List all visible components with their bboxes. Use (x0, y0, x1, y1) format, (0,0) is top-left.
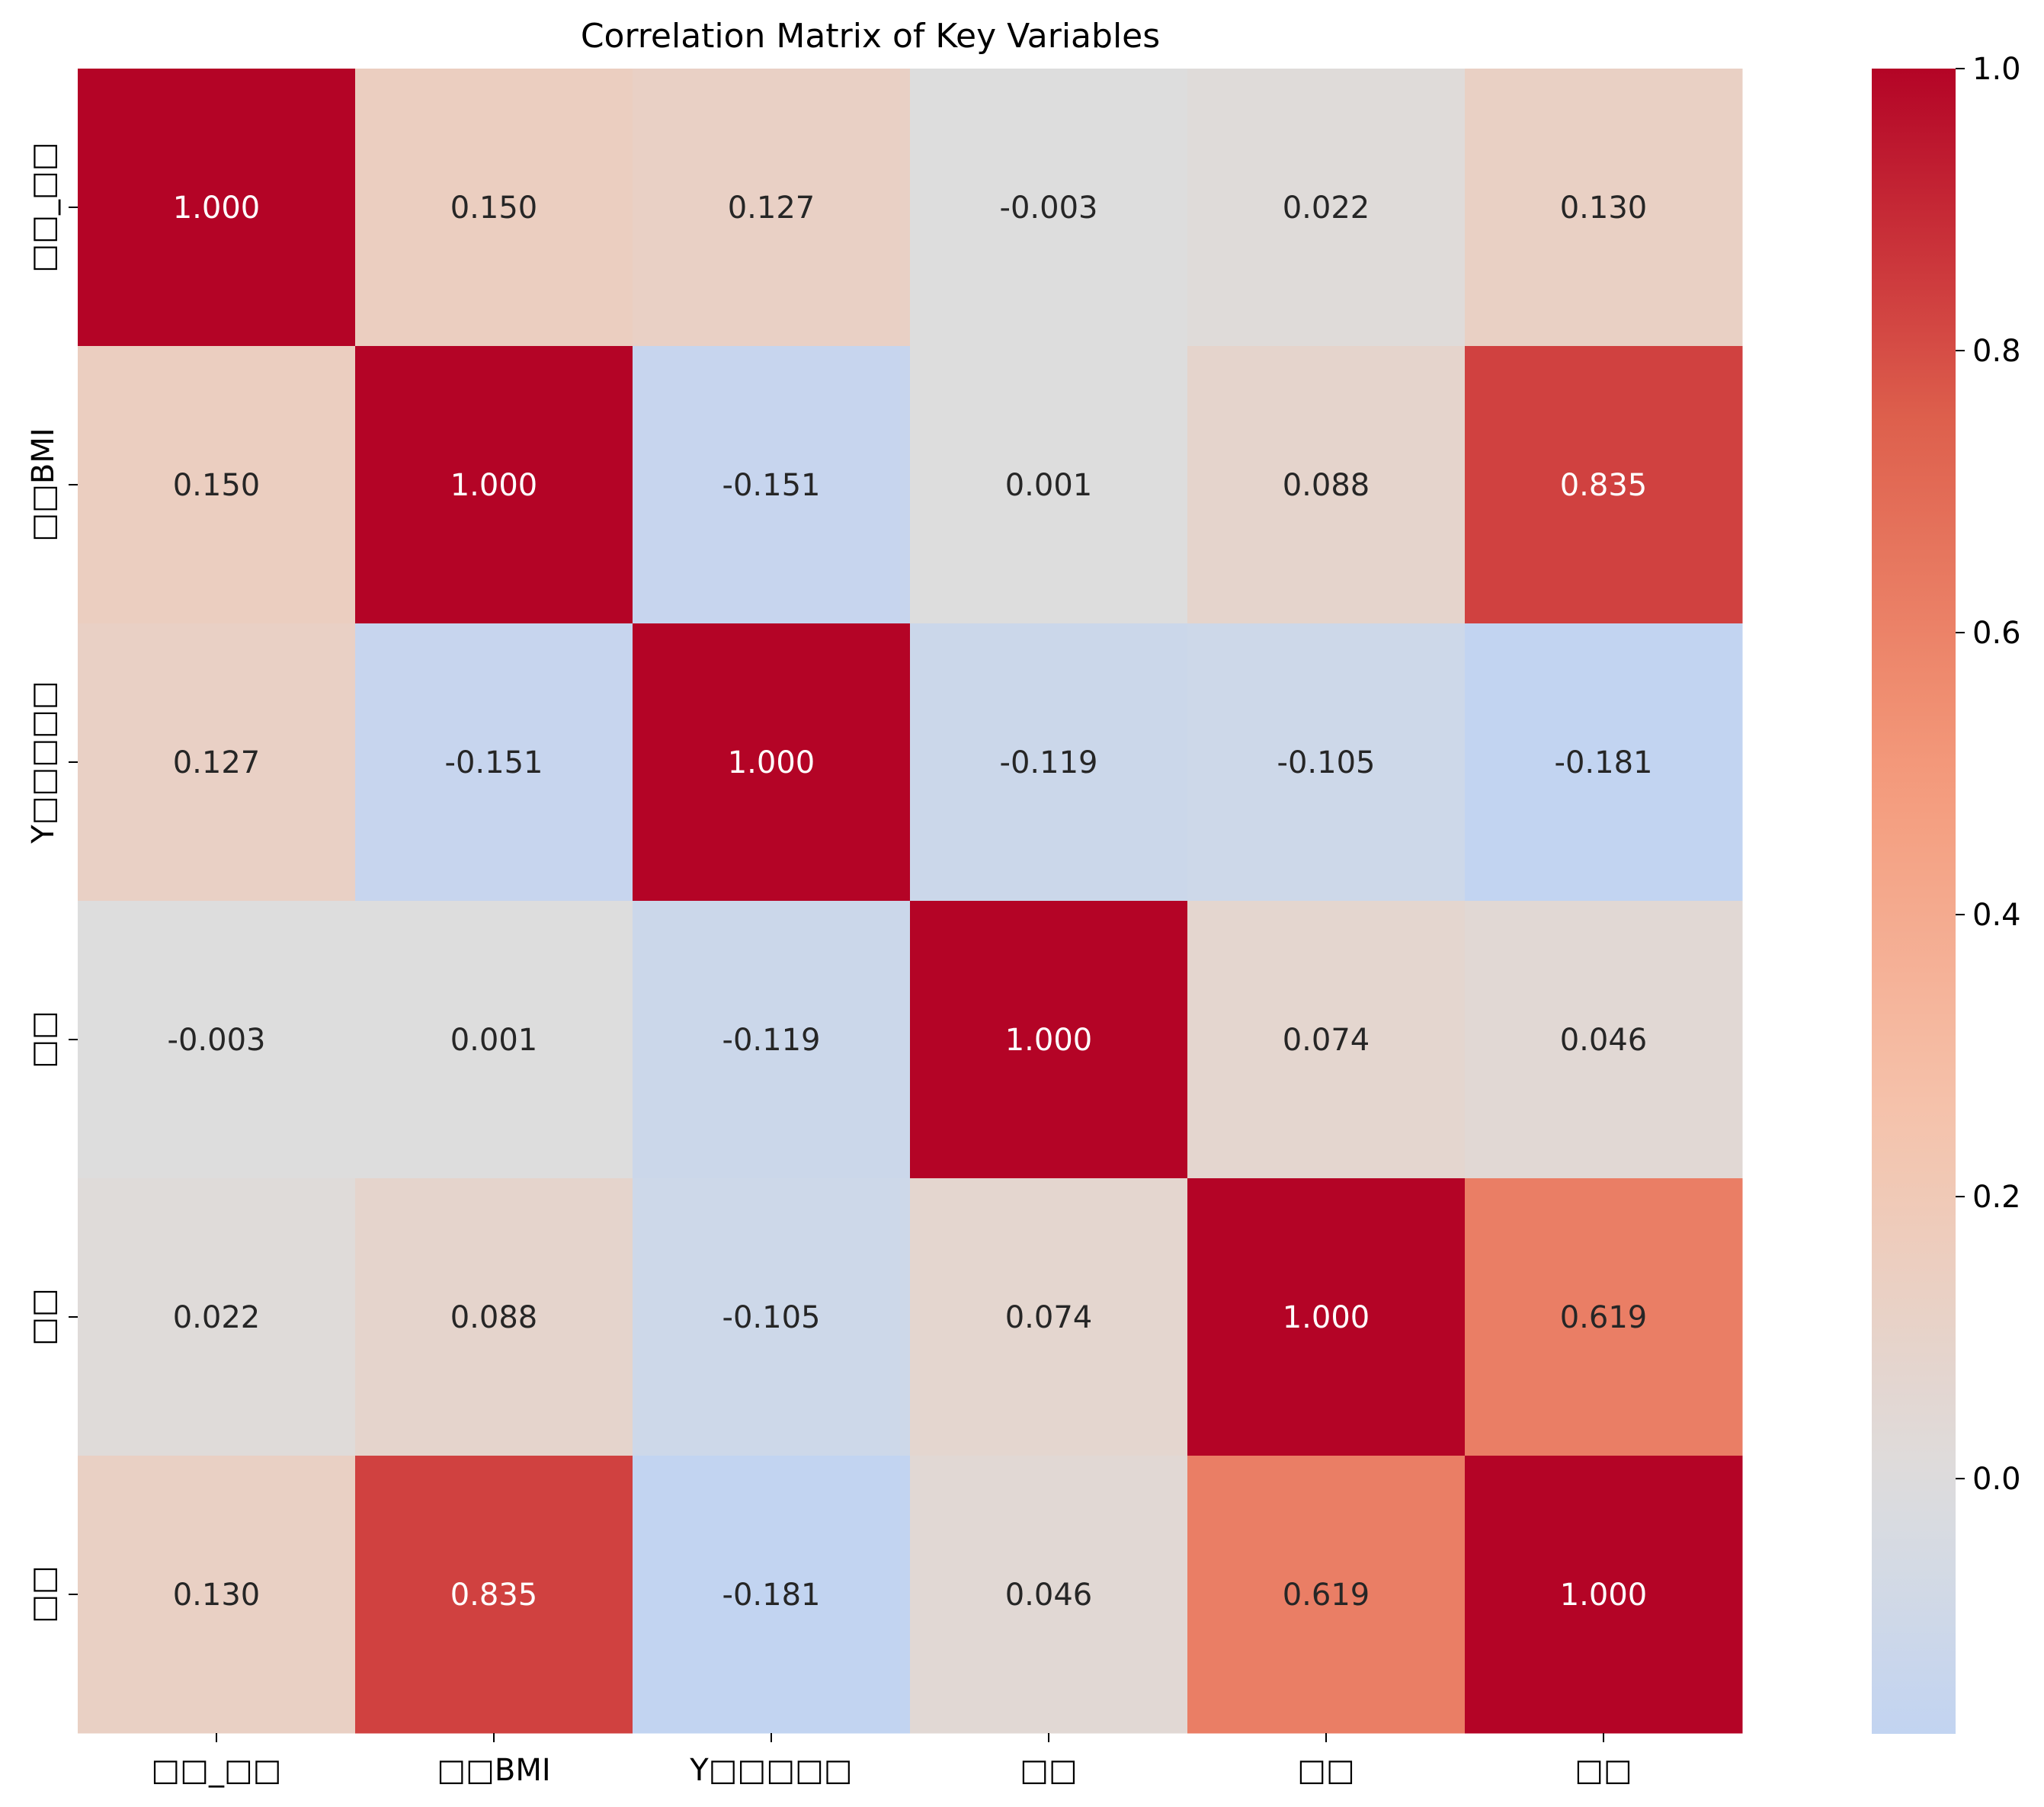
y-tick-label-4: □□ (26, 1288, 61, 1346)
cell-value-label-r3-c3: 1.000 (1005, 1023, 1093, 1058)
cell-value-label-r0-c2: 0.127 (728, 191, 815, 226)
heatmap-cell-r1-c0 (78, 346, 356, 624)
heatmap-cell-r2-c1 (355, 623, 633, 902)
heatmap-cell-r1-c1 (355, 346, 633, 624)
colorbar: 0.0 0.2 0.4 0.6 0.8 1.0 (1872, 52, 2021, 1734)
heatmap-cell-r5-c1 (355, 1456, 633, 1734)
cell-value-label-r2-c0: 0.127 (173, 745, 261, 780)
heatmap-cell-r0-c5 (1465, 69, 1743, 347)
heatmap-cell-r5-c4 (1187, 1456, 1466, 1734)
heatmap-cell-r2-c4 (1187, 623, 1466, 902)
cell-value-label-r4-c5: 0.619 (1560, 1300, 1648, 1335)
colorbar-tick-label-2: 0.4 (1972, 898, 2021, 933)
colorbar-tick-label-4: 0.8 (1972, 334, 2021, 369)
heatmap-cell-r3-c5 (1465, 901, 1743, 1179)
colorbar-tick-label-1: 0.2 (1972, 1180, 2021, 1215)
y-tick-label-3: □□ (26, 1011, 61, 1069)
cell-value-label-r4-c2: -0.105 (722, 1300, 821, 1335)
heatmap-cell-r3-c3 (910, 901, 1188, 1179)
cell-value-label-r2-c5: -0.181 (1555, 745, 1653, 780)
cell-value-label-r0-c0: 1.000 (173, 191, 261, 226)
cell-value-label-r2-c1: -0.151 (445, 745, 543, 780)
cell-value-label-r3-c1: 0.001 (450, 1023, 538, 1058)
cell-value-label-r5-c0: 0.130 (173, 1578, 261, 1613)
cell-value-label-r3-c0: -0.003 (168, 1023, 266, 1058)
cell-value-label-r5-c5: 1.000 (1560, 1578, 1648, 1613)
cell-value-label-r0-c5: 0.130 (1560, 191, 1648, 226)
heatmap-cell-r5-c0 (78, 1456, 356, 1734)
heatmap-cell-r0-c4 (1187, 69, 1466, 347)
heatmap-cell-r3-c2 (633, 901, 911, 1179)
heatmap-cell-r2-c3 (910, 623, 1188, 902)
x-tick-label-3: □□ (1020, 1753, 1078, 1788)
cell-value-label-r5-c4: 0.619 (1283, 1578, 1370, 1613)
cell-value-label-r1-c3: 0.001 (1005, 468, 1093, 503)
y-tick-label-0: □□_□□ (26, 142, 61, 272)
heatmap-cell-r0-c1 (355, 69, 633, 347)
colorbar-tick-label-5: 1.0 (1972, 52, 2021, 87)
heatmap-cell-r2-c5 (1465, 623, 1743, 902)
cell-value-label-r3-c5: 0.046 (1560, 1023, 1648, 1058)
cell-value-label-r4-c0: 0.022 (173, 1300, 261, 1335)
heatmap-cell-r4-c1 (355, 1178, 633, 1456)
cell-value-label-r2-c4: -0.105 (1277, 745, 1376, 780)
colorbar-tick-label-0: 0.0 (1972, 1462, 2021, 1497)
heatmap-cell-r4-c5 (1465, 1178, 1743, 1456)
colorbar-gradient (1872, 69, 1956, 1734)
x-tick-label-1: □□BMI (437, 1753, 550, 1788)
heatmap-cell-r5-c5 (1465, 1456, 1743, 1734)
x-tick-label-4: □□ (1297, 1753, 1355, 1788)
heatmap-cell-r4-c0 (78, 1178, 356, 1456)
heatmap-cells (78, 69, 1743, 1734)
cell-value-label-r1-c5: 0.835 (1560, 468, 1648, 503)
cell-value-label-r1-c2: -0.151 (722, 468, 821, 503)
cell-value-label-r1-c4: 0.088 (1283, 468, 1370, 503)
heatmap-cell-r1-c2 (633, 346, 911, 624)
heatmap-cell-r4-c3 (910, 1178, 1188, 1456)
heatmap-cell-r0-c3 (910, 69, 1188, 347)
cell-value-label-r5-c3: 0.046 (1005, 1578, 1093, 1613)
cell-value-label-r0-c1: 0.150 (450, 191, 538, 226)
y-tick-label-1: □□BMI (26, 428, 61, 541)
cell-value-label-r0-c4: 0.022 (1283, 191, 1370, 226)
heatmap-annotations: 1.000 0.150 0.127 -0.003 0.022 0.130 0.150 1.00… (168, 191, 1653, 1613)
heatmap-axes: □□_□□ □□BMI Y□□□□□ □□ □□ □□ □□_□□ □□BMI Y□□□□□ □□… (26, 142, 1632, 1788)
heatmap-cell-r1-c5 (1465, 346, 1743, 624)
colorbar-tick-label-3: 0.6 (1972, 616, 2021, 651)
x-tick-label-0: □□_□□ (151, 1753, 281, 1788)
cell-value-label-r4-c3: 0.074 (1005, 1300, 1093, 1335)
x-tick-label-2: Y□□□□□ (689, 1753, 852, 1788)
heatmap-cell-r5-c3 (910, 1456, 1188, 1734)
heatmap-cell-r4-c4 (1187, 1178, 1466, 1456)
cell-value-label-r5-c2: -0.181 (722, 1578, 821, 1613)
chart-title: Correlation Matrix of Key Variables (581, 17, 1160, 56)
cell-value-label-r2-c2: 1.000 (728, 745, 815, 780)
cell-value-label-r1-c0: 0.150 (173, 468, 261, 503)
heatmap-cell-r3-c4 (1187, 901, 1466, 1179)
cell-value-label-r5-c1: 0.835 (450, 1578, 538, 1613)
cell-value-label-r3-c4: 0.074 (1283, 1023, 1370, 1058)
cell-value-label-r4-c1: 0.088 (450, 1300, 538, 1335)
heatmap-cell-r4-c2 (633, 1178, 911, 1456)
cell-value-label-r3-c2: -0.119 (722, 1023, 821, 1058)
y-tick-label-2: Y□□□□□ (26, 681, 61, 844)
y-tick-label-5: □□ (26, 1565, 61, 1623)
heatmap-cell-r3-c1 (355, 901, 633, 1179)
heatmap-cell-r2-c0 (78, 623, 356, 902)
heatmap-cell-r3-c0 (78, 901, 356, 1179)
heatmap-cell-r0-c0 (78, 69, 356, 347)
heatmap-cell-r2-c2 (633, 623, 911, 902)
heatmap-cell-r1-c4 (1187, 346, 1466, 624)
heatmap-cell-r0-c2 (633, 69, 911, 347)
x-tick-label-5: □□ (1575, 1753, 1632, 1788)
cell-value-label-r2-c3: -0.119 (1000, 745, 1098, 780)
cell-value-label-r0-c3: -0.003 (1000, 191, 1098, 226)
cell-value-label-r4-c4: 1.000 (1283, 1300, 1370, 1335)
cell-value-label-r1-c1: 1.000 (450, 468, 538, 503)
heatmap-cell-r5-c2 (633, 1456, 911, 1734)
heatmap-cell-r1-c3 (910, 346, 1188, 624)
